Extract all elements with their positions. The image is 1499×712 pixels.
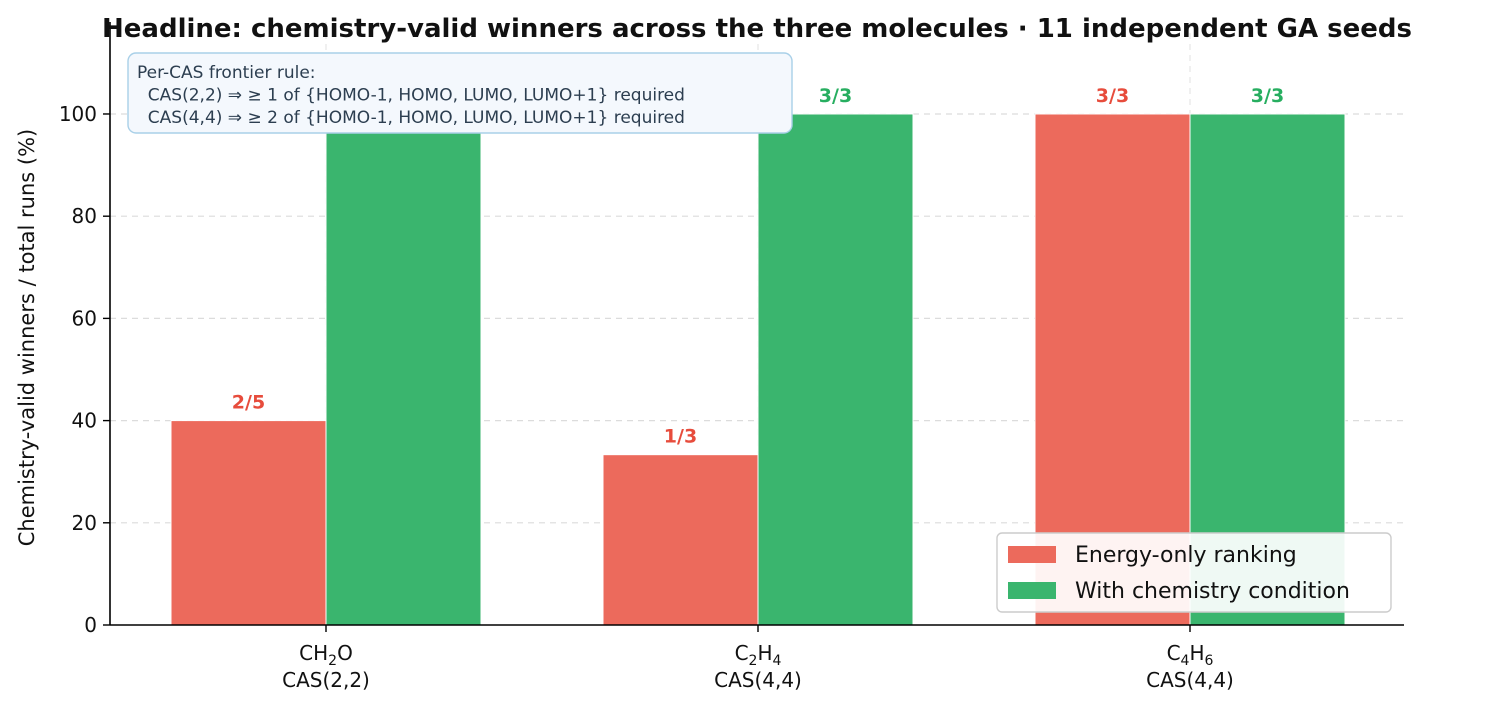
- annotation-line-0: Per-CAS frontier rule:: [137, 63, 316, 83]
- bar-label-chemistry-1: 3/3: [819, 85, 852, 107]
- bar-chemistry-1: [757, 113, 914, 626]
- legend-box: [996, 532, 1392, 613]
- y-tick-label-60: 60: [72, 306, 97, 330]
- bar-energy-only-1: [602, 454, 759, 626]
- x-tick-label-molecule-2: C4​H6​: [1167, 641, 1214, 669]
- annotation-line-2: CAS(4,4) ⇒ ≥ 2 of {HOMO-1, HOMO, LUMO, L…: [137, 108, 685, 128]
- chart-title: Headline: chemistry-valid winners across…: [102, 14, 1412, 44]
- y-tick-label-100: 100: [59, 102, 97, 126]
- x-tick-label-molecule-1: C2​H4​: [735, 641, 782, 669]
- x-tick-label-cas-1: CAS(4,4): [714, 668, 802, 692]
- y-axis-label: Chemistry-valid winners / total runs (%): [15, 129, 39, 547]
- legend-swatch-energy-only: [1008, 546, 1056, 563]
- bar-energy-only-0: [170, 420, 327, 626]
- bar-label-energy-only-0: 2/5: [232, 392, 265, 414]
- bar-label-energy-only-2: 3/3: [1096, 85, 1129, 107]
- x-tick-label-cas-2: CAS(4,4): [1146, 668, 1234, 692]
- y-tick-label-40: 40: [72, 409, 97, 433]
- legend-label-energy-only: Energy-only ranking: [1075, 543, 1297, 568]
- bar-label-chemistry-2: 3/3: [1251, 85, 1284, 107]
- y-tick-label-0: 0: [84, 613, 97, 637]
- bar-label-energy-only-1: 1/3: [664, 426, 697, 448]
- annotation-box: [127, 52, 793, 134]
- y-tick-label-80: 80: [72, 204, 97, 228]
- annotation-line-1: CAS(2,2) ⇒ ≥ 1 of {HOMO-1, HOMO, LUMO, L…: [137, 86, 685, 106]
- y-tick-label-20: 20: [72, 511, 97, 535]
- legend-label-chemistry: With chemistry condition: [1075, 579, 1350, 604]
- x-tick-label-molecule-0: CH2​O: [299, 641, 353, 669]
- x-tick-label-cas-0: CAS(2,2): [282, 668, 370, 692]
- legend-swatch-chemistry: [1008, 582, 1056, 599]
- bar-chemistry-0: [325, 113, 482, 626]
